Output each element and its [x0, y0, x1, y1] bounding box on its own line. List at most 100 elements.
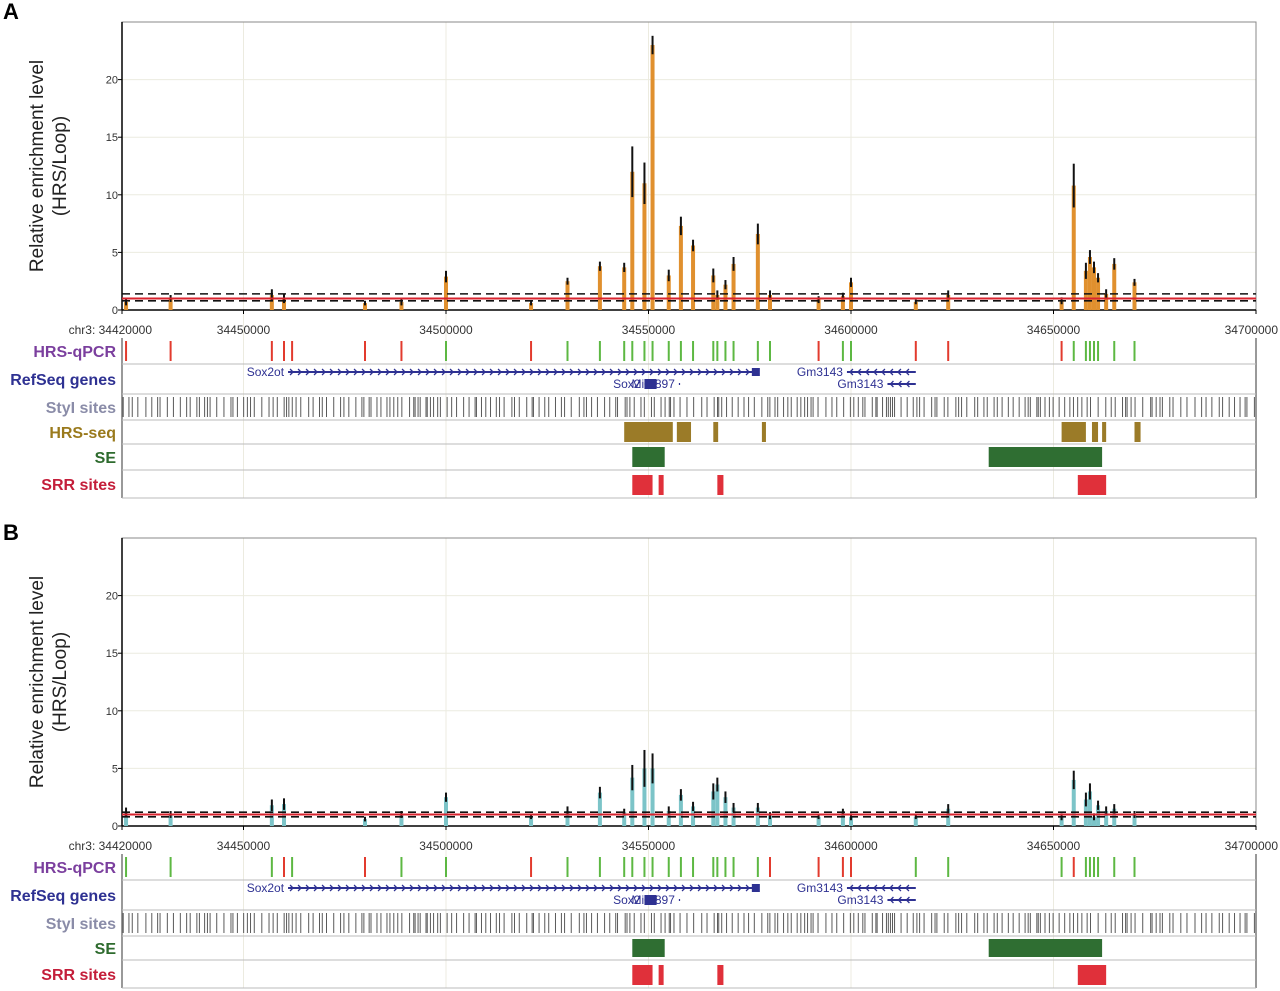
- bar: [1083, 270, 1088, 310]
- strand-chevron: [881, 368, 886, 376]
- strand-chevron: [545, 884, 550, 892]
- bar: [691, 806, 696, 826]
- bar: [768, 295, 772, 310]
- bar: [666, 275, 671, 310]
- y-tick-label: 20: [106, 75, 118, 87]
- strand-chevron: [657, 884, 662, 892]
- strand-chevron: [673, 368, 678, 376]
- strand-chevron: [385, 884, 390, 892]
- bar: [1112, 263, 1117, 310]
- y-tick-label: 10: [106, 190, 118, 202]
- strand-chevron: [737, 884, 742, 892]
- track-label-se: SE: [95, 941, 117, 958]
- strand-chevron: [641, 368, 646, 376]
- strand-chevron: [313, 368, 318, 376]
- strand-chevron: [609, 884, 614, 892]
- strand-chevron: [609, 368, 614, 376]
- strand-chevron: [417, 884, 422, 892]
- hrs-seq-peak: [1061, 422, 1086, 442]
- strand-chevron: [905, 896, 910, 904]
- bar: [630, 777, 635, 826]
- panel-a: Relative enrichment level (HRS/Loop) 0 5 10 1…: [10, 21, 1278, 499]
- strand-chevron: [441, 368, 446, 376]
- bar: [731, 263, 736, 310]
- strand-chevron: [857, 368, 862, 376]
- strand-chevron: [721, 884, 726, 892]
- bar: [1132, 814, 1137, 826]
- strand-chevron: [633, 368, 638, 376]
- strand-chevron: [705, 368, 710, 376]
- y-tick-label: 5: [112, 763, 118, 775]
- bar: [711, 791, 716, 826]
- bar: [529, 303, 534, 310]
- strand-chevron: [369, 368, 374, 376]
- strand-chevron: [353, 368, 358, 376]
- strand-chevron: [289, 884, 294, 892]
- strand-chevron: [433, 884, 438, 892]
- x-tick-label: 34450000: [217, 323, 271, 337]
- strand-chevron: [329, 368, 334, 376]
- strand-chevron: [673, 884, 678, 892]
- bar: [124, 301, 129, 310]
- exon-block: [644, 895, 657, 905]
- strand-chevron: [577, 884, 582, 892]
- y-tick-label: 20: [106, 591, 118, 603]
- strand-chevron: [409, 884, 414, 892]
- bar: [1092, 267, 1096, 310]
- strand-chevron: [401, 884, 406, 892]
- strand-chevron: [305, 884, 310, 892]
- strand-chevron: [905, 884, 910, 892]
- strand-chevron: [881, 884, 886, 892]
- bar: [666, 811, 671, 826]
- x-tick-label: 34650000: [1027, 839, 1081, 853]
- exon-block: [751, 884, 760, 892]
- bar: [816, 299, 821, 310]
- strand-chevron: [393, 884, 398, 892]
- srr-site: [658, 475, 664, 495]
- strand-chevron: [857, 884, 862, 892]
- panel-b: Relative enrichment level (HRS/Loop) 0 5 10 1…: [10, 537, 1278, 989]
- y-tick-label: 10: [106, 706, 118, 718]
- bar: [691, 245, 696, 310]
- strand-chevron: [897, 380, 902, 388]
- strand-chevron: [745, 368, 750, 376]
- bar: [1087, 257, 1092, 310]
- track-label-srr: SRR sites: [41, 967, 116, 984]
- strand-chevron: [873, 368, 878, 376]
- strand-chevron: [401, 368, 406, 376]
- plot-frame: [121, 537, 1257, 827]
- y-tick-label: 5: [112, 247, 118, 259]
- bar: [755, 233, 760, 310]
- bar: [444, 276, 448, 310]
- x-tick-label: 34600000: [824, 839, 878, 853]
- srr-site: [1077, 965, 1107, 985]
- bar: [678, 225, 683, 310]
- exon-block: [644, 379, 657, 389]
- bar: [849, 282, 853, 310]
- bar: [1104, 811, 1109, 826]
- strand-chevron: [697, 884, 702, 892]
- bar: [565, 281, 570, 310]
- strand-chevron: [601, 884, 606, 892]
- strand-chevron: [689, 884, 694, 892]
- track-label-refseq: RefSeq genes: [10, 888, 116, 905]
- y-axis-label-unit: (HRS/Loop): [50, 116, 71, 216]
- bar: [597, 792, 602, 826]
- strand-chevron: [537, 368, 542, 376]
- strand-chevron: [473, 884, 478, 892]
- strand-chevron: [529, 884, 534, 892]
- strand-chevron: [417, 368, 422, 376]
- bar: [282, 298, 286, 310]
- strand-chevron: [577, 368, 582, 376]
- bar: [840, 812, 845, 826]
- strand-chevron: [745, 884, 750, 892]
- strand-chevron: [713, 368, 718, 376]
- strand-chevron: [337, 884, 342, 892]
- gene-label: Gm3143: [797, 881, 843, 895]
- strand-chevron: [873, 884, 878, 892]
- strand-chevron: [665, 368, 670, 376]
- bar: [946, 295, 951, 310]
- strand-chevron: [585, 884, 590, 892]
- strand-chevron: [737, 368, 742, 376]
